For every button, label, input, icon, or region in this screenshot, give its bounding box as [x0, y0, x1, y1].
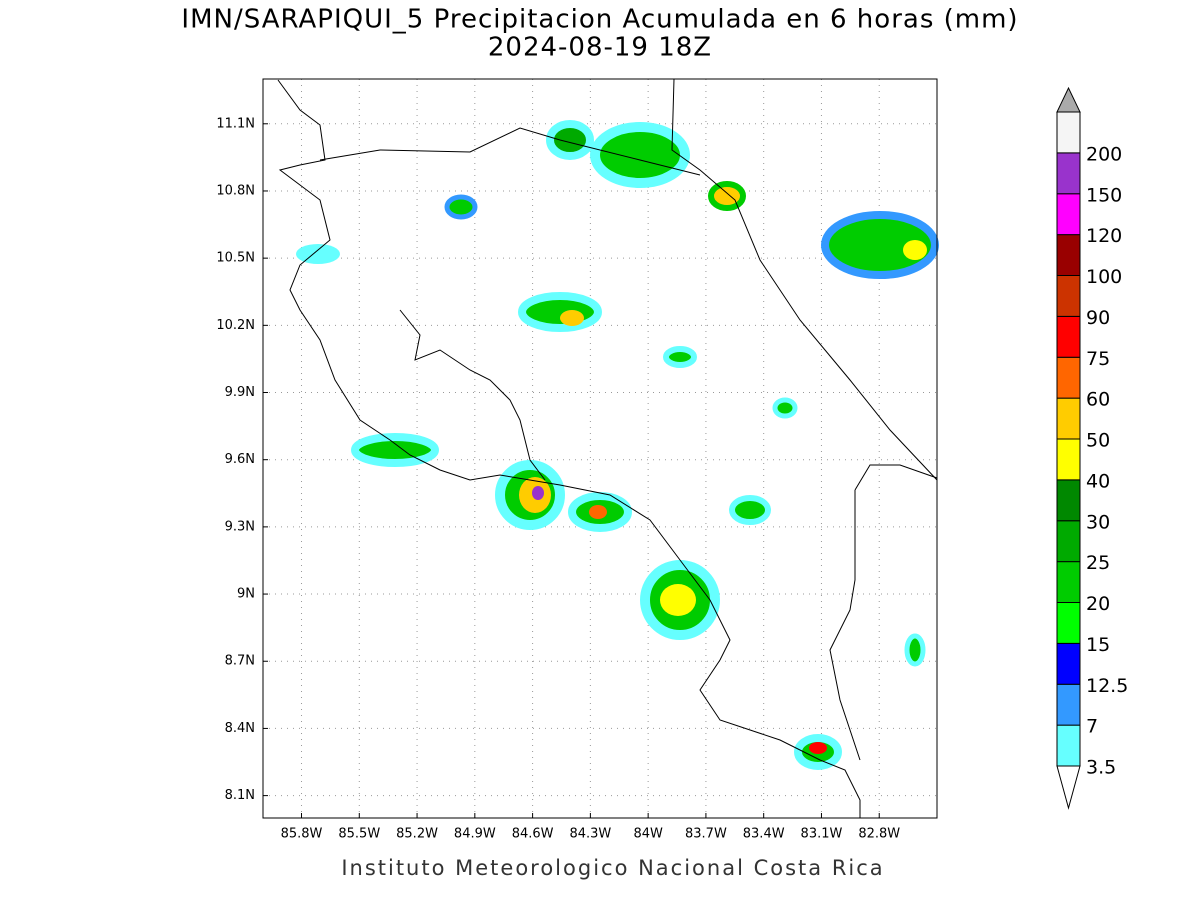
nicoya-gulf	[399, 309, 546, 481]
rain-area	[729, 495, 771, 525]
rain-area	[296, 244, 340, 264]
colorbar-box	[1056, 438, 1081, 481]
colorbar-box	[1056, 479, 1081, 522]
rain-area	[903, 240, 927, 260]
rain-area	[821, 211, 939, 279]
colorbar-label: 3.5	[1086, 757, 1116, 779]
rain-area	[518, 292, 602, 332]
x-tick-label: 83.4W	[743, 827, 785, 842]
precipitation-field	[296, 120, 939, 770]
x-tick-label: 84.9W	[454, 827, 496, 842]
colorbar-label: 100	[1086, 266, 1122, 288]
colorbar-label: 50	[1086, 430, 1110, 452]
y-tick-label: 9N	[237, 587, 255, 602]
x-tick-label: 85.2W	[396, 827, 438, 842]
x-tick-label: 85.8W	[281, 827, 323, 842]
colorbar-box	[1056, 111, 1081, 154]
colorbar: 3.5 7 12.5 15 20 25 30 40 50 60 75 90 100 120 150 200	[1056, 86, 1128, 810]
rain-area	[589, 505, 607, 519]
y-tick-label: 9.3N	[225, 519, 255, 534]
coastlines	[277, 78, 938, 818]
colorbar-above	[1056, 86, 1081, 113]
colorbar-label: 15	[1086, 634, 1110, 656]
grid	[263, 79, 937, 818]
x-tick-label: 84.3W	[569, 827, 611, 842]
y-tick-label: 10.8N	[216, 183, 255, 198]
colorbar-box	[1056, 683, 1081, 726]
colorbar-box	[1056, 520, 1081, 563]
x-tick-label: 85.5W	[338, 827, 380, 842]
colorbar-label: 7	[1086, 716, 1098, 738]
rain-area	[546, 120, 594, 160]
caribbean-coast	[671, 78, 938, 481]
colorbar-box	[1056, 642, 1081, 685]
colorbar-label: 60	[1086, 389, 1110, 411]
y-tick-label: 10.5N	[216, 251, 255, 266]
colorbar-label: 90	[1086, 307, 1110, 329]
colorbar-below	[1056, 765, 1081, 810]
colorbar-label: 200	[1086, 143, 1122, 165]
title: IMN/SARAPIQUI_5 Precipitacion Acumulada …	[181, 5, 1018, 35]
colorbar-box	[1056, 602, 1081, 644]
rain-area	[809, 742, 827, 754]
rain-area	[772, 397, 798, 419]
nicaragua-border	[319, 127, 701, 176]
y-tick-label: 9.9N	[225, 385, 255, 400]
x-tick-label: 83.1W	[801, 827, 843, 842]
rain-area	[590, 122, 690, 188]
colorbar-label: 40	[1086, 470, 1110, 492]
rain-area	[660, 584, 696, 616]
y-tick-label: 9.6N	[225, 452, 255, 467]
colorbar-box	[1056, 356, 1081, 399]
x-tick-label: 83.7W	[685, 827, 727, 842]
y-tick-label: 8.7N	[225, 654, 255, 669]
rain-area	[663, 346, 697, 368]
colorbar-box	[1056, 561, 1081, 603]
rain-area	[904, 633, 926, 667]
colorbar-box	[1056, 234, 1081, 276]
colorbar-box	[1056, 152, 1081, 195]
pacific-coast	[277, 79, 861, 818]
colorbar-label: 20	[1086, 593, 1110, 615]
colorbar-box	[1056, 193, 1081, 236]
footer: Instituto Meteorologico Nacional Costa R…	[341, 856, 884, 880]
panama-border	[829, 464, 938, 761]
x-tick-label: 84W	[633, 827, 663, 842]
colorbar-label: 30	[1086, 511, 1110, 533]
colorbar-label: 12.5	[1086, 675, 1128, 697]
y-tick-label: 10.2N	[216, 318, 255, 333]
rain-area	[444, 194, 478, 220]
colorbar-label: 25	[1086, 552, 1110, 574]
rain-area	[351, 433, 439, 467]
y-tick-label: 8.4N	[225, 721, 255, 736]
colorbar-box	[1056, 275, 1081, 317]
colorbar-label: 150	[1086, 184, 1122, 206]
colorbar-label: 120	[1086, 225, 1122, 247]
map-frame	[262, 78, 938, 819]
y-tick-label: 8.1N	[225, 788, 255, 803]
rain-area	[708, 181, 746, 211]
subtitle: 2024-08-19 18Z	[488, 33, 712, 63]
rain-area	[560, 310, 584, 326]
x-tick-label: 84.6W	[512, 827, 554, 842]
colorbar-box	[1056, 724, 1081, 767]
x-tick-label: 82.8W	[858, 827, 900, 842]
colorbar-label: 75	[1086, 348, 1110, 370]
colorbar-box	[1056, 315, 1081, 358]
rain-area	[532, 486, 544, 500]
colorbar-box	[1056, 397, 1081, 440]
y-tick-label: 11.1N	[216, 116, 255, 131]
